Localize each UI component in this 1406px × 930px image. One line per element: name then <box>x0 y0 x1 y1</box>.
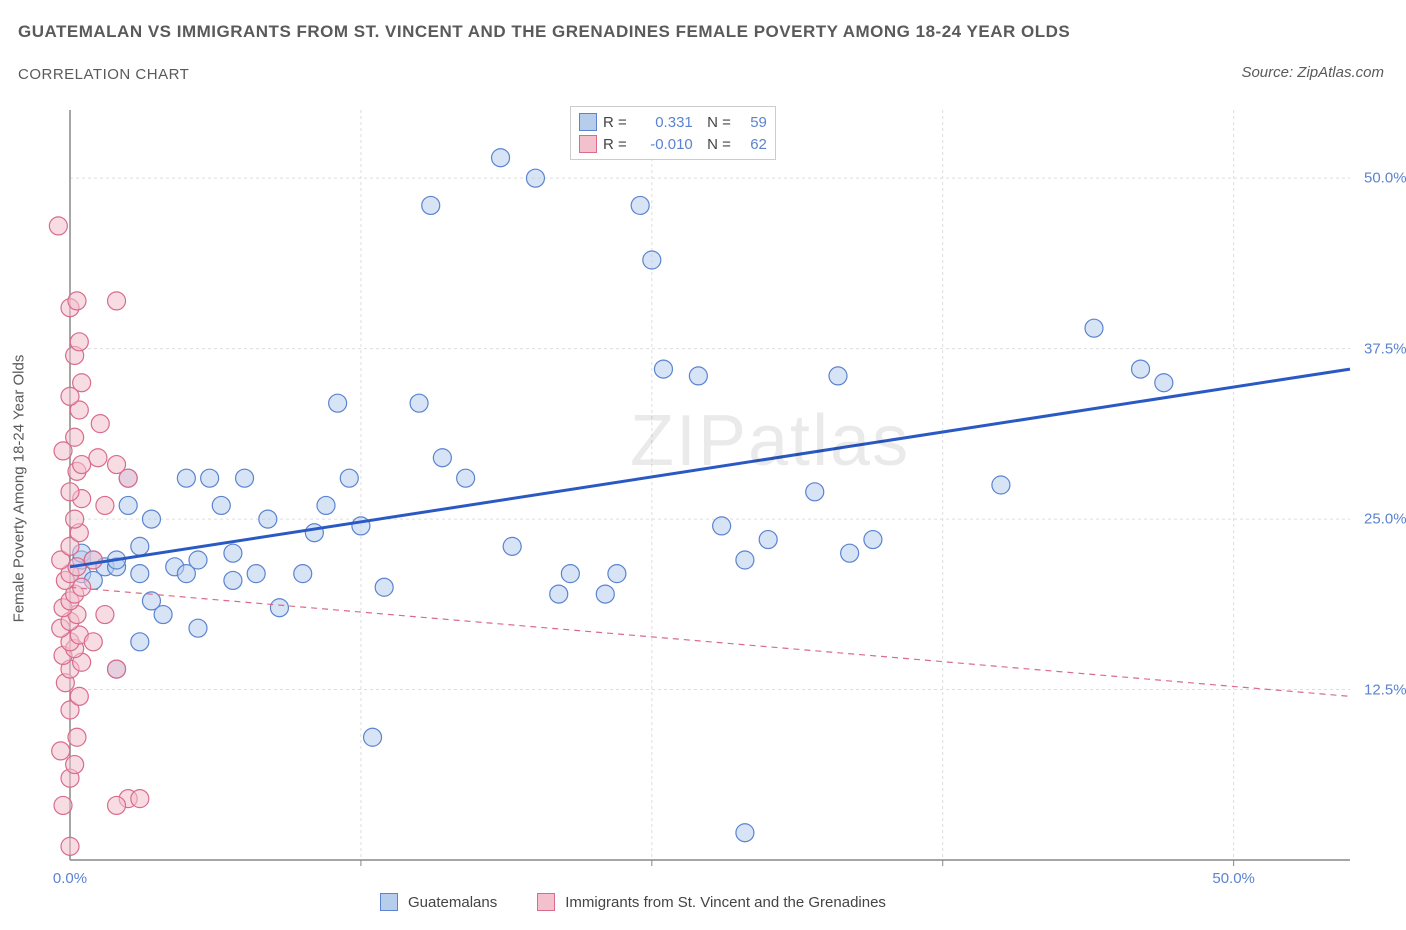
legend-swatch <box>579 113 597 131</box>
chart-area: R =0.331 N =59R =-0.010 N =62 ZIPatlas 1… <box>40 100 1380 890</box>
stats-legend-row: R = -0.010 N = 62 <box>579 133 767 155</box>
y-axis-title: Female Poverty Among 18-24 Year Olds <box>10 355 27 623</box>
chart-title: GUATEMALAN VS IMMIGRANTS FROM ST. VINCEN… <box>18 22 1070 42</box>
y-tick-label: 37.5% <box>1364 340 1406 357</box>
series-legend: Guatemalans Immigrants from St. Vincent a… <box>380 893 916 911</box>
legend-n-value: 62 <box>737 136 767 153</box>
legend-swatch <box>537 893 555 911</box>
legend-swatch <box>579 135 597 153</box>
legend-n-label: N = <box>699 136 731 153</box>
legend-series-label: Immigrants from St. Vincent and the Gren… <box>565 894 886 911</box>
chart-subtitle: CORRELATION CHART <box>18 66 189 83</box>
legend-n-value: 59 <box>737 114 767 131</box>
x-tick-label: 50.0% <box>1212 870 1255 887</box>
stats-legend-row: R = 0.331 N = 59 <box>579 111 767 133</box>
legend-r-label: R = <box>603 136 627 153</box>
legend-r-value: 0.331 <box>633 114 693 131</box>
scatter-chart-svg <box>40 100 1380 890</box>
legend-r-value: -0.010 <box>633 136 693 153</box>
y-tick-label: 25.0% <box>1364 511 1406 528</box>
source-attribution: Source: ZipAtlas.com <box>1241 64 1384 81</box>
y-tick-label: 50.0% <box>1364 170 1406 187</box>
x-tick-label: 0.0% <box>53 870 87 887</box>
legend-swatch <box>380 893 398 911</box>
y-tick-label: 12.5% <box>1364 681 1406 698</box>
stats-legend: R = 0.331 N = 59 R = -0.010 N = 62 <box>570 106 776 160</box>
legend-r-label: R = <box>603 114 627 131</box>
legend-series-label: Guatemalans <box>408 894 497 911</box>
legend-n-label: N = <box>699 114 731 131</box>
